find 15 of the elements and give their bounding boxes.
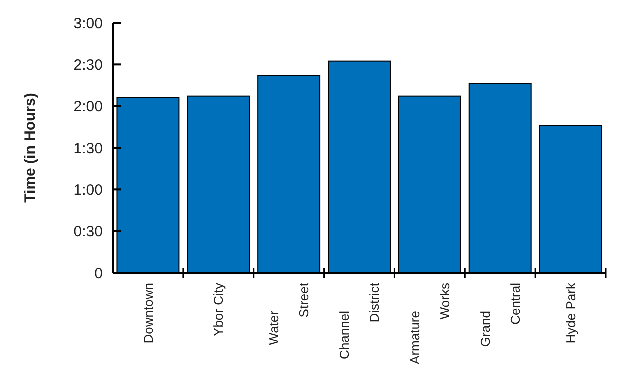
x-tick-label: Armature Works [407,282,452,364]
x-tick-label: Ybor City [211,282,226,336]
x-tick-label: Grand Central [478,282,523,348]
y-tick-label: 1:30 [74,140,103,158]
y-tick-label: 3:00 [74,15,103,32]
x-tick-label: Hyde Park [563,282,578,344]
y-tick-label: 2:00 [74,98,103,116]
x-tick-label: Downtown [140,283,156,344]
y-tick-label: 0 [94,265,103,282]
x-tick-label: Water Street [266,282,312,346]
x-tick-label: Channel District [337,282,382,360]
y-tick-label: 0:30 [74,224,103,241]
y-tick-label: 2:30 [74,56,103,74]
y-axis-title: Time (in Hours) [22,93,39,203]
y-tick-label: 1:00 [74,182,103,199]
